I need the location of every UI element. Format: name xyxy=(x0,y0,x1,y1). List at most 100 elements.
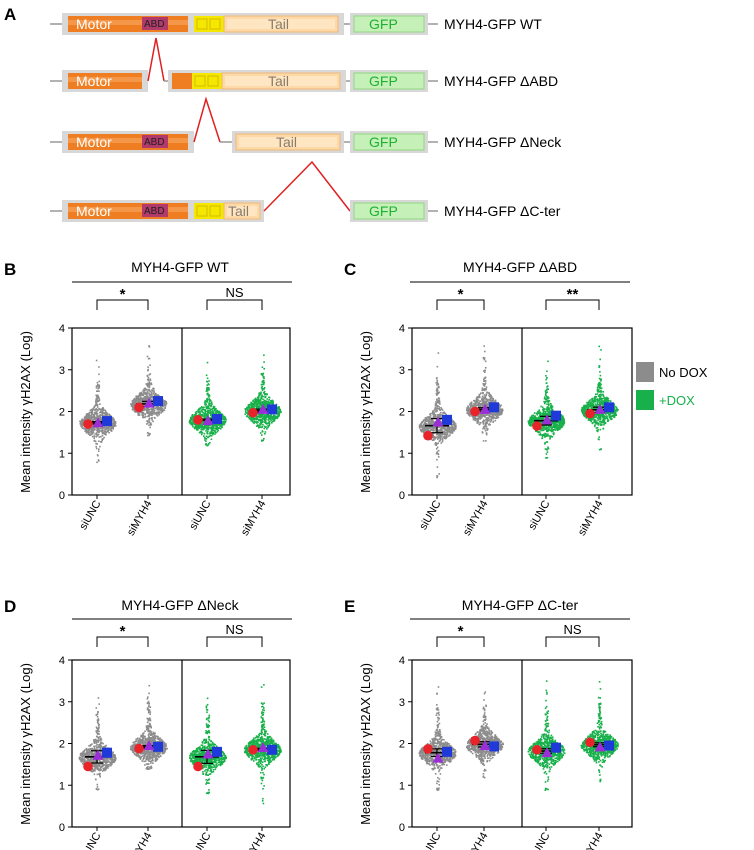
cell-point xyxy=(483,380,485,382)
cell-point xyxy=(485,405,488,408)
cell-point xyxy=(156,412,158,415)
cell-point xyxy=(206,407,209,410)
cell-point xyxy=(437,437,440,439)
cell-point xyxy=(262,439,264,442)
cell-point xyxy=(193,423,195,425)
cell-point xyxy=(263,437,265,440)
cell-point xyxy=(270,414,272,416)
cell-point xyxy=(451,429,453,432)
cell-point xyxy=(130,403,132,405)
cell-point xyxy=(268,423,271,425)
cell-point xyxy=(485,433,488,436)
cell-point xyxy=(148,434,150,436)
cell-point xyxy=(256,415,258,418)
cell-point xyxy=(218,411,221,414)
cell-point xyxy=(146,394,148,397)
cell-point xyxy=(441,434,444,436)
cell-point xyxy=(91,419,94,421)
cell-point xyxy=(139,398,141,400)
cell-point xyxy=(107,426,109,429)
cell-point xyxy=(144,391,147,394)
cell-point xyxy=(482,383,485,385)
cell-point xyxy=(96,412,99,415)
cell-point xyxy=(438,473,440,475)
cell-point xyxy=(138,414,141,416)
cell-point xyxy=(149,422,152,424)
cell-point xyxy=(269,402,271,404)
gfp-label: GFP xyxy=(369,73,398,89)
cell-point xyxy=(481,398,483,401)
cell-point xyxy=(469,413,471,415)
cell-point xyxy=(433,436,436,438)
cell-point xyxy=(549,429,552,431)
cell-point xyxy=(105,431,107,434)
cell-point xyxy=(436,379,438,382)
cell-point xyxy=(469,415,471,417)
cell-point xyxy=(545,435,548,438)
cell-point xyxy=(476,417,478,420)
cell-point xyxy=(95,359,98,362)
cell-point xyxy=(145,393,147,396)
cell-point xyxy=(136,395,138,398)
cell-point xyxy=(540,434,542,436)
cell-point xyxy=(195,427,198,429)
cell-point xyxy=(144,399,147,402)
cell-point xyxy=(247,413,249,415)
cell-point xyxy=(99,430,102,432)
cell-point xyxy=(493,400,495,403)
cell-point xyxy=(440,442,443,444)
cell-point xyxy=(261,418,264,421)
cell-point xyxy=(156,415,159,417)
cell-point xyxy=(431,439,434,441)
cell-point xyxy=(265,393,267,395)
cell-point xyxy=(480,417,483,419)
cell-point xyxy=(252,407,254,409)
cell-point xyxy=(266,416,269,418)
cell-point xyxy=(150,395,152,397)
cell-point xyxy=(204,413,206,415)
cell-point xyxy=(278,413,280,416)
cell-point xyxy=(95,418,97,420)
cell-point xyxy=(247,409,250,412)
cell-point xyxy=(482,357,485,360)
cell-point xyxy=(271,422,273,424)
y-tick-label: 0 xyxy=(59,490,65,502)
cell-point xyxy=(96,429,98,431)
cell-point xyxy=(261,383,263,386)
cell-point xyxy=(208,412,210,414)
tail-highlight xyxy=(227,206,257,216)
deletion-neck xyxy=(193,96,221,143)
cell-point xyxy=(202,426,205,428)
cell-point xyxy=(212,425,215,427)
cell-point xyxy=(208,394,210,396)
cell-point xyxy=(261,401,264,404)
cell-point xyxy=(148,388,150,391)
cell-point xyxy=(441,427,444,430)
cell-point xyxy=(96,398,98,400)
cell-point xyxy=(555,421,558,424)
chart-title: MYH4-GFP ΔABD xyxy=(463,259,577,275)
cell-point xyxy=(90,411,92,414)
cell-point xyxy=(216,430,219,433)
cell-point xyxy=(473,405,475,407)
cell-point xyxy=(436,398,438,401)
cell-point xyxy=(223,423,225,426)
cell-point xyxy=(249,404,251,406)
cell-point xyxy=(264,407,267,409)
cell-point xyxy=(144,388,146,390)
cell-point xyxy=(556,427,558,429)
cell-point xyxy=(208,380,210,382)
cell-point xyxy=(222,417,224,419)
cell-point xyxy=(203,409,205,411)
cell-point xyxy=(99,441,102,443)
cell-point xyxy=(147,379,150,382)
cell-point xyxy=(267,426,269,429)
cell-point xyxy=(131,408,134,411)
cell-point xyxy=(216,423,219,426)
tail-label: Tail xyxy=(228,203,249,219)
cell-point xyxy=(555,425,558,427)
cell-point xyxy=(440,426,443,429)
cell-point xyxy=(84,417,86,419)
cell-point xyxy=(547,435,549,437)
